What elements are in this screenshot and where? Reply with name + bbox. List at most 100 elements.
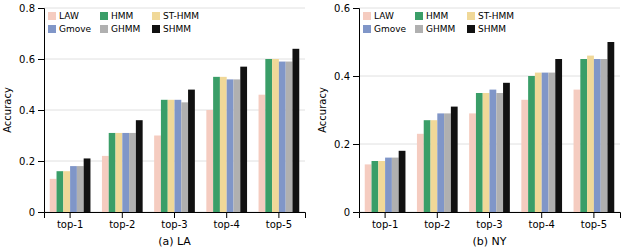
x-tick-label: top-3 (161, 219, 187, 230)
legend-label: SHMM (163, 24, 191, 34)
y-tick-mark (38, 161, 44, 162)
bar (451, 107, 458, 212)
legend-label: SHMM (478, 24, 506, 34)
x-tick: top-4 (214, 212, 240, 230)
x-tick: top-5 (581, 212, 607, 230)
x-tick-mark (278, 212, 279, 218)
grid-line (44, 8, 305, 9)
y-tick-mark (38, 110, 44, 111)
x-tick-mark (437, 212, 438, 218)
legend-item: ST-HMM (152, 11, 199, 21)
x-tick: top-5 (266, 212, 292, 230)
legend-item: GHMM (415, 24, 455, 34)
y-tick: 0.2 (334, 139, 359, 150)
legend: LAWHMMST-HMMGmoveGHMMSHMM (48, 11, 199, 34)
legend-swatch (48, 25, 56, 33)
x-tick: top-3 (161, 212, 187, 230)
x-tick-label: top-2 (424, 219, 450, 230)
bar-series (63, 59, 279, 212)
bar (259, 95, 266, 212)
y-tick-mark (38, 59, 44, 60)
bar (220, 77, 227, 212)
legend-item: HMM (100, 11, 133, 21)
x-tick-label: top-1 (57, 219, 83, 230)
x-axis-title: (a) LA (158, 235, 191, 248)
bar (272, 59, 279, 212)
y-tick-label: 0.2 (19, 156, 35, 167)
x-tick-label: top-4 (529, 219, 555, 230)
bar (122, 133, 129, 212)
bar (483, 93, 490, 212)
legend-swatch (100, 12, 108, 20)
bar (417, 134, 424, 212)
bar (63, 171, 70, 212)
legend-swatch (415, 12, 423, 20)
bar-series (392, 59, 608, 212)
grid (359, 8, 620, 212)
legend-label: ST-HMM (163, 11, 199, 21)
bar (84, 158, 91, 212)
bar (372, 161, 379, 212)
y-tick-mark (353, 212, 359, 213)
x-tick-mark (226, 212, 227, 218)
panel: 00.20.40.6top-1top-2top-3top-4top-5(b) N… (317, 3, 621, 248)
panel: 00.20.40.60.8 top-1 top-2 top-3 top-4 top-5 (a… (2, 3, 306, 248)
legend-swatch (48, 12, 56, 20)
x-tick-label: top-1 (372, 219, 398, 230)
legend-item: SHMM (152, 24, 191, 34)
legend-item: ST-HMM (467, 11, 514, 21)
bar (392, 158, 399, 212)
legend-label: ST-HMM (478, 11, 514, 21)
bars (365, 42, 615, 212)
x-tick-label: top-3 (476, 219, 502, 230)
bar (188, 90, 195, 212)
y-axis-title: Accuracy (317, 87, 328, 133)
y-tick-label: 0.2 (334, 139, 350, 150)
x-axis-line (45, 213, 306, 219)
bar (587, 56, 594, 212)
bar (168, 100, 175, 212)
legend-swatch (363, 25, 371, 33)
bar (109, 133, 116, 212)
y-axis-line (38, 9, 45, 213)
bar (601, 59, 608, 212)
bar-series (57, 59, 273, 212)
bar (496, 93, 503, 212)
y-tick-label: 0 (344, 207, 350, 218)
y-tick-mark (38, 212, 44, 213)
x-tick-label: top-5 (581, 219, 607, 230)
bar-series (385, 59, 601, 212)
bar (469, 113, 476, 212)
x-tick: top-4 (529, 212, 555, 230)
grid (44, 8, 305, 212)
bar (399, 151, 406, 212)
y-tick-label: 0.4 (334, 71, 350, 82)
bar (444, 113, 451, 212)
legend-item: SHMM (467, 24, 506, 34)
legend-label: LAW (59, 11, 79, 21)
bar (607, 42, 614, 212)
bar (542, 73, 549, 212)
legend-item: LAW (48, 11, 79, 21)
bar-series (77, 62, 293, 212)
y-axis-title: Accuracy (2, 87, 13, 133)
x-tick-label: top-2 (109, 219, 135, 230)
legend-label: LAW (374, 11, 394, 21)
bar (574, 90, 581, 212)
bar (528, 76, 535, 212)
bar (385, 158, 392, 212)
y-tick-label: 0.6 (334, 3, 350, 14)
bar (181, 102, 188, 212)
x-tick: top-2 (424, 212, 450, 230)
bar (292, 49, 299, 212)
y-tick: 0.4 (334, 71, 359, 82)
y-axis: 00.20.40.60.8 (19, 3, 44, 218)
bar (227, 79, 234, 212)
bar-series (372, 59, 588, 212)
legend-item: LAW (363, 11, 394, 21)
y-tick-label: 0.6 (19, 54, 35, 65)
y-tick: 0.2 (19, 156, 44, 167)
legend-swatch (467, 12, 475, 20)
y-axis: 0 0.2 0.4 0.6 (334, 3, 359, 218)
x-tick: top-2 (109, 212, 135, 230)
